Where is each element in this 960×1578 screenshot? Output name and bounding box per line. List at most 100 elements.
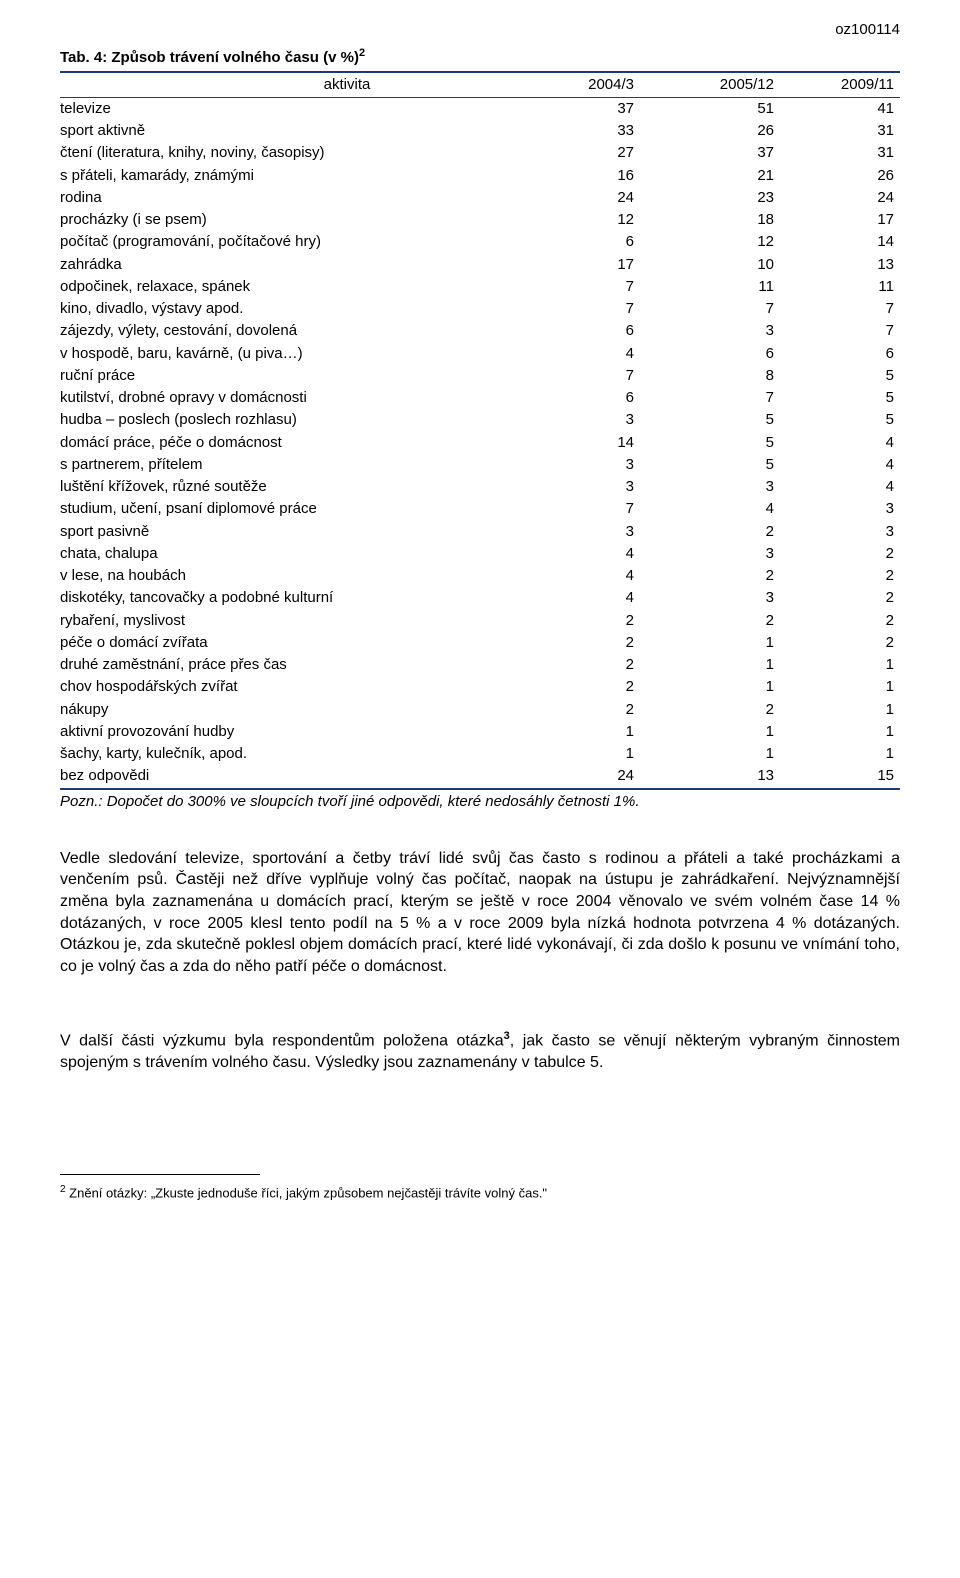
row-value-1: 2 bbox=[520, 699, 640, 721]
row-value-1: 6 bbox=[520, 387, 640, 409]
table-title: Tab. 4: Způsob trávení volného času (v %… bbox=[60, 46, 900, 68]
table-row: hudba – poslech (poslech rozhlasu)355 bbox=[60, 409, 900, 431]
row-value-2: 4 bbox=[640, 498, 780, 520]
row-value-2: 51 bbox=[640, 97, 780, 120]
table-row: sport pasivně323 bbox=[60, 521, 900, 543]
table-title-text: Tab. 4: Způsob trávení volného času (v %… bbox=[60, 49, 359, 66]
row-value-3: 5 bbox=[780, 365, 900, 387]
table-row: zahrádka171013 bbox=[60, 254, 900, 276]
row-value-1: 4 bbox=[520, 565, 640, 587]
row-label: hudba – poslech (poslech rozhlasu) bbox=[60, 409, 520, 431]
paragraph-2: V další části výzkumu byla respondentům … bbox=[60, 1029, 900, 1074]
row-value-2: 2 bbox=[640, 699, 780, 721]
row-value-1: 7 bbox=[520, 276, 640, 298]
row-label: počítač (programování, počítačové hry) bbox=[60, 231, 520, 253]
row-label: v lese, na houbách bbox=[60, 565, 520, 587]
col-header-3: 2009/11 bbox=[780, 72, 900, 98]
paragraph-1: Vedle sledování televize, sportování a č… bbox=[60, 848, 900, 978]
row-label: odpočinek, relaxace, spánek bbox=[60, 276, 520, 298]
table-row: studium, učení, psaní diplomové práce743 bbox=[60, 498, 900, 520]
table-header-row: aktivita 2004/3 2005/12 2009/11 bbox=[60, 72, 900, 98]
table-row: rodina242324 bbox=[60, 187, 900, 209]
row-value-1: 7 bbox=[520, 298, 640, 320]
row-value-3: 15 bbox=[780, 765, 900, 788]
footnote-separator bbox=[60, 1174, 260, 1175]
row-value-2: 37 bbox=[640, 142, 780, 164]
row-label: luštění křížovek, různé soutěže bbox=[60, 476, 520, 498]
row-label: televize bbox=[60, 97, 520, 120]
table-row: s partnerem, přítelem354 bbox=[60, 454, 900, 476]
row-value-3: 1 bbox=[780, 743, 900, 765]
table-row: s přáteli, kamarády, známými162126 bbox=[60, 165, 900, 187]
row-value-3: 2 bbox=[780, 565, 900, 587]
table-row: diskotéky, tancovačky a podobné kulturní… bbox=[60, 587, 900, 609]
row-value-3: 2 bbox=[780, 632, 900, 654]
table-row: sport aktivně332631 bbox=[60, 120, 900, 142]
row-value-2: 5 bbox=[640, 432, 780, 454]
table-row: domácí práce, péče o domácnost1454 bbox=[60, 432, 900, 454]
row-value-3: 2 bbox=[780, 587, 900, 609]
row-value-2: 3 bbox=[640, 320, 780, 342]
row-value-1: 6 bbox=[520, 320, 640, 342]
row-value-1: 6 bbox=[520, 231, 640, 253]
row-value-2: 13 bbox=[640, 765, 780, 788]
row-value-1: 3 bbox=[520, 454, 640, 476]
row-label: kutilství, drobné opravy v domácnosti bbox=[60, 387, 520, 409]
col-header-activity: aktivita bbox=[60, 72, 520, 98]
row-label: chov hospodářských zvířat bbox=[60, 676, 520, 698]
row-value-2: 1 bbox=[640, 654, 780, 676]
row-value-2: 21 bbox=[640, 165, 780, 187]
col-header-1: 2004/3 bbox=[520, 72, 640, 98]
row-value-1: 1 bbox=[520, 743, 640, 765]
row-label: sport pasivně bbox=[60, 521, 520, 543]
row-label: rybaření, myslivost bbox=[60, 610, 520, 632]
row-label: péče o domácí zvířata bbox=[60, 632, 520, 654]
data-table: aktivita 2004/3 2005/12 2009/11 televize… bbox=[60, 71, 900, 790]
paragraph-2-pre: V další části výzkumu byla respondentům … bbox=[60, 1033, 504, 1050]
row-value-1: 2 bbox=[520, 654, 640, 676]
row-value-2: 5 bbox=[640, 409, 780, 431]
row-value-2: 11 bbox=[640, 276, 780, 298]
row-value-3: 31 bbox=[780, 120, 900, 142]
row-value-1: 3 bbox=[520, 476, 640, 498]
row-value-3: 1 bbox=[780, 676, 900, 698]
row-value-1: 3 bbox=[520, 409, 640, 431]
row-label: v hospodě, baru, kavárně, (u piva…) bbox=[60, 343, 520, 365]
row-value-2: 3 bbox=[640, 543, 780, 565]
row-label: diskotéky, tancovačky a podobné kulturní bbox=[60, 587, 520, 609]
table-note: Pozn.: Dopočet do 300% ve sloupcích tvoř… bbox=[60, 792, 900, 812]
row-value-1: 33 bbox=[520, 120, 640, 142]
row-label: sport aktivně bbox=[60, 120, 520, 142]
row-value-3: 17 bbox=[780, 209, 900, 231]
row-value-3: 5 bbox=[780, 387, 900, 409]
row-value-2: 1 bbox=[640, 743, 780, 765]
row-value-3: 14 bbox=[780, 231, 900, 253]
table-row: chov hospodářských zvířat211 bbox=[60, 676, 900, 698]
footnote: 2 Znění otázky: „Zkuste jednoduše říci, … bbox=[60, 1183, 900, 1202]
row-value-1: 24 bbox=[520, 187, 640, 209]
row-value-3: 4 bbox=[780, 476, 900, 498]
row-value-2: 26 bbox=[640, 120, 780, 142]
row-value-1: 7 bbox=[520, 365, 640, 387]
row-value-1: 2 bbox=[520, 632, 640, 654]
document-code: oz100114 bbox=[60, 20, 900, 40]
row-value-1: 27 bbox=[520, 142, 640, 164]
table-row: kutilství, drobné opravy v domácnosti675 bbox=[60, 387, 900, 409]
row-value-1: 16 bbox=[520, 165, 640, 187]
row-label: aktivní provozování hudby bbox=[60, 721, 520, 743]
table-row: ruční práce785 bbox=[60, 365, 900, 387]
row-value-3: 1 bbox=[780, 699, 900, 721]
table-row: chata, chalupa432 bbox=[60, 543, 900, 565]
row-label: nákupy bbox=[60, 699, 520, 721]
table-row: kino, divadlo, výstavy apod.777 bbox=[60, 298, 900, 320]
table-row: nákupy221 bbox=[60, 699, 900, 721]
row-value-1: 4 bbox=[520, 587, 640, 609]
row-value-1: 4 bbox=[520, 343, 640, 365]
row-value-3: 31 bbox=[780, 142, 900, 164]
row-value-1: 12 bbox=[520, 209, 640, 231]
table-body: televize375141sport aktivně332631čtení (… bbox=[60, 97, 900, 788]
table-row: v hospodě, baru, kavárně, (u piva…)466 bbox=[60, 343, 900, 365]
row-label: šachy, karty, kulečník, apod. bbox=[60, 743, 520, 765]
table-row: rybaření, myslivost222 bbox=[60, 610, 900, 632]
table-row: čtení (literatura, knihy, noviny, časopi… bbox=[60, 142, 900, 164]
